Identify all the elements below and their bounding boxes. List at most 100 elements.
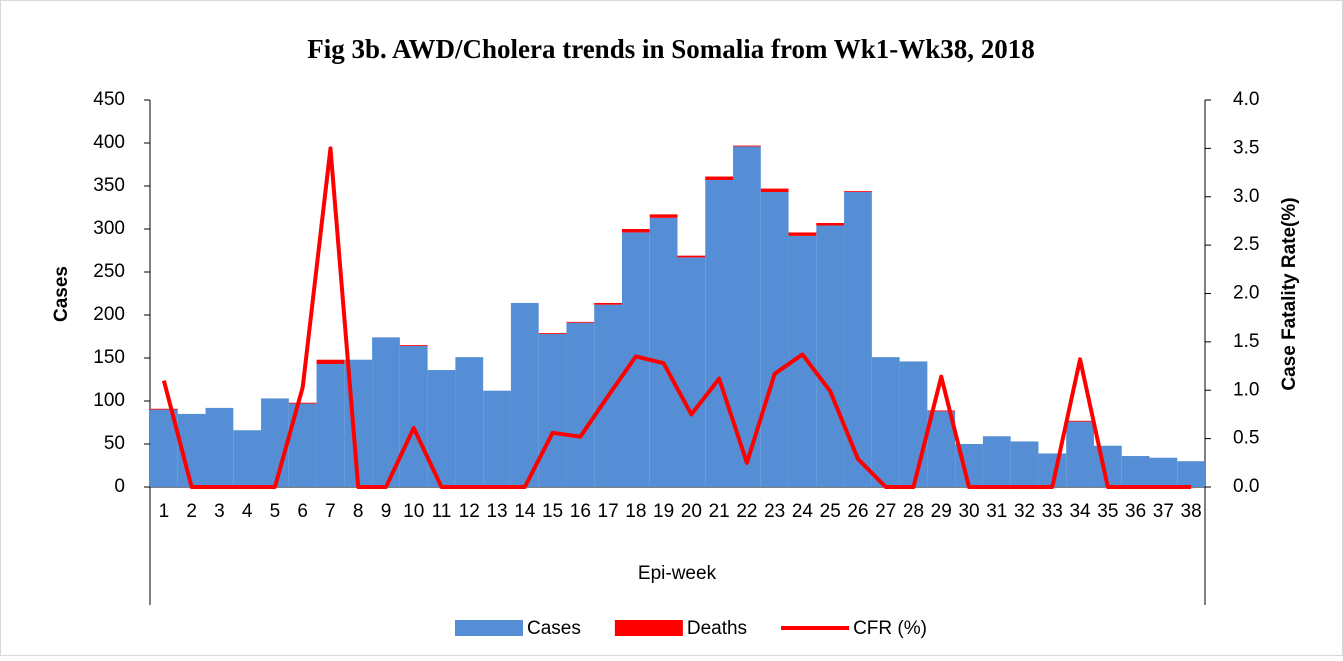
x-tick-label: 8 [353, 501, 364, 522]
x-tick-label: 12 [459, 501, 480, 522]
legend-label: CFR (%) [853, 618, 927, 639]
x-tick-label: 11 [432, 501, 452, 522]
y2-tick-label: 1.5 [1233, 331, 1259, 352]
bar [1066, 421, 1094, 487]
x-tick-label: 13 [486, 501, 507, 522]
legend-swatch [614, 620, 683, 636]
x-tick-label: 14 [514, 501, 536, 522]
x-tick-label: 15 [542, 501, 563, 522]
bar [871, 357, 900, 487]
y2-axis-title: Case Fatality Rate(%) [1279, 197, 1300, 390]
x-tick-label: 38 [1181, 501, 1202, 522]
x-tick-label: 22 [736, 501, 757, 522]
x-tick-label: 16 [570, 501, 591, 522]
bar [205, 407, 234, 487]
legend-swatch [455, 620, 523, 636]
x-tick-label: 1 [159, 501, 170, 522]
bar [816, 222, 845, 226]
bar [1066, 420, 1094, 422]
bar [316, 364, 345, 487]
x-tick-label: 18 [625, 501, 646, 522]
bar [844, 192, 872, 487]
x-tick-label: 9 [381, 501, 392, 522]
bar [649, 217, 678, 487]
x-tick-label: 24 [792, 501, 814, 522]
bar [982, 436, 1011, 487]
bar [510, 302, 539, 487]
x-tick-label: 26 [847, 501, 868, 522]
y-tick-label: 200 [93, 304, 125, 325]
x-tick-label: 3 [214, 501, 225, 522]
bar [594, 302, 622, 305]
bar [261, 398, 289, 487]
y-tick-label: 400 [93, 132, 125, 153]
bar [677, 257, 706, 487]
bar [649, 214, 678, 218]
x-axis-title: Epi-week [638, 563, 717, 584]
line [161, 146, 1192, 489]
x-tick-label: 2 [186, 501, 197, 522]
bar [399, 345, 428, 487]
bar [899, 361, 928, 487]
bar [316, 359, 345, 365]
bar [372, 337, 400, 487]
y-tick-label: 100 [93, 390, 125, 411]
y2-tick-label: 3.5 [1233, 137, 1259, 158]
x-tick-label: 5 [270, 501, 281, 522]
y2-tick-label: 4.0 [1233, 89, 1259, 110]
y2-tick-label: 1.0 [1233, 379, 1259, 400]
y2-tick-label: 0.5 [1233, 428, 1259, 449]
bar [566, 321, 595, 323]
bar [788, 232, 817, 236]
bar [288, 402, 317, 404]
bar [150, 408, 178, 410]
x-tick-label: 35 [1097, 501, 1118, 522]
bar [566, 322, 595, 487]
x-tick-label: 21 [709, 501, 730, 522]
bar [816, 225, 845, 487]
x-tick-label: 17 [598, 501, 619, 522]
chart-title: Fig 3b. AWD/Cholera trends in Somalia fr… [307, 34, 1035, 64]
x-tick-label: 23 [764, 501, 785, 522]
bar [1010, 441, 1039, 487]
bar [844, 191, 872, 193]
y2-tick-label: 2.0 [1233, 283, 1259, 304]
x-tick-label: 10 [403, 501, 424, 522]
x-tick-label: 30 [958, 501, 979, 522]
y-tick-label: 450 [93, 89, 125, 110]
x-tick-label: 7 [325, 501, 336, 522]
y-tick-label: 350 [93, 175, 125, 196]
y-tick-label: 50 [104, 433, 125, 454]
bar [705, 176, 734, 180]
x-tick-label: 28 [903, 501, 924, 522]
bar [621, 229, 650, 233]
x-tick-label: 37 [1153, 501, 1174, 522]
bar [1121, 456, 1150, 487]
x-tick-label: 34 [1069, 501, 1091, 522]
x-tick-label: 20 [681, 501, 702, 522]
y2-tick-label: 0.0 [1233, 476, 1259, 497]
y2-tick-label: 3.0 [1233, 186, 1259, 207]
x-tick-label: 32 [1014, 501, 1035, 522]
bar [399, 345, 428, 346]
bar [1149, 457, 1178, 487]
y-tick-label: 250 [93, 261, 125, 282]
y-axis-title: Cases [51, 266, 72, 322]
x-tick-label: 19 [653, 501, 674, 522]
y-tick-label: 150 [93, 347, 125, 368]
legend-label: Deaths [687, 618, 747, 639]
x-tick-label: 33 [1042, 501, 1063, 522]
y-tick-label: 0 [114, 476, 125, 497]
x-tick-label: 29 [931, 501, 952, 522]
bar [927, 411, 956, 487]
x-tick-label: 27 [875, 501, 896, 522]
bar [677, 255, 706, 258]
x-tick-label: 6 [297, 501, 308, 522]
x-tick-label: 25 [820, 501, 841, 522]
bar [233, 430, 262, 487]
x-tick-label: 4 [242, 501, 253, 522]
bar [927, 410, 956, 412]
bar [733, 145, 761, 147]
bar [1177, 461, 1205, 487]
